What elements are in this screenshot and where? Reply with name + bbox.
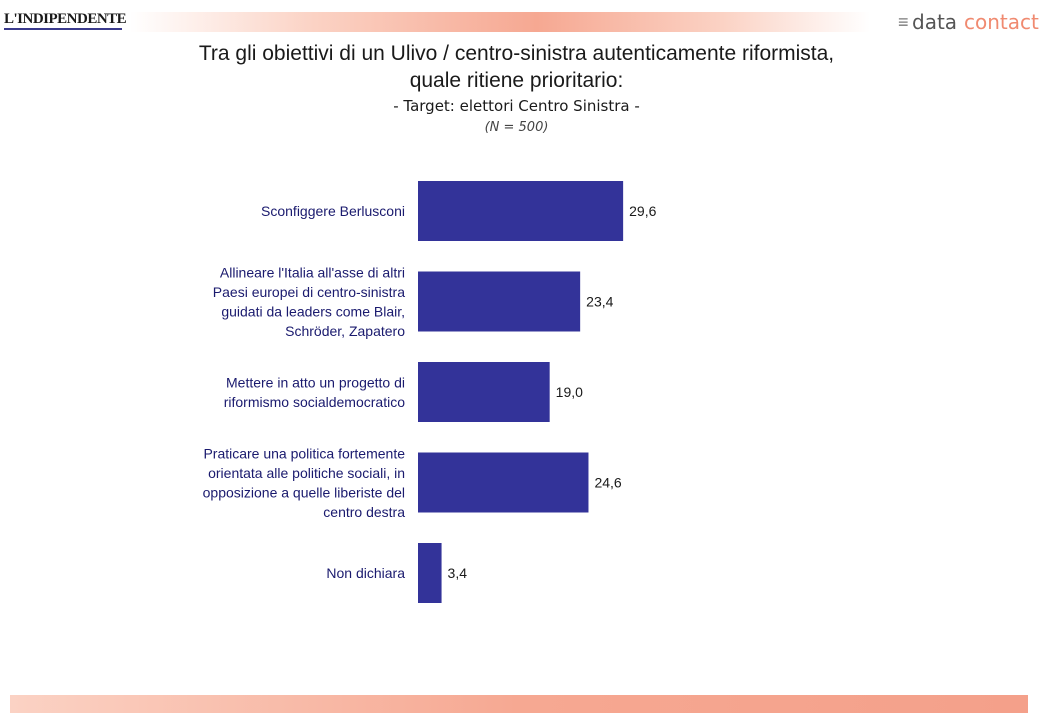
logo-underline [4, 28, 122, 30]
datacontact-logo-mark: ≡ [898, 12, 909, 32]
chart-title: Tra gli obiettivi di un Ulivo / centro-s… [100, 40, 933, 94]
datacontact-logo-data: data [912, 10, 958, 34]
bar-3 [418, 362, 550, 422]
indipendente-logo: L'INDIPENDENTE [4, 10, 127, 34]
indipendente-logo-text: L'INDIPENDENTE [4, 11, 127, 27]
category-label-2-line-3: guidati da leaders come Blair, [221, 303, 405, 319]
category-label-2-line-4: Schröder, Zapatero [285, 323, 405, 339]
category-label-4-line-3: opposizione a quelle liberiste del [203, 484, 405, 500]
category-label-4-line-1: Praticare una politica fortemente [203, 445, 405, 461]
category-label-2-line-2: Paesi europei di centro-sinistra [213, 284, 405, 300]
bottom-decorative-band [10, 695, 1028, 713]
category-label-5-line-1: Non dichiara [326, 565, 405, 581]
datacontact-logo-contact: contact [964, 10, 1039, 34]
bar-value-label-5: 3,4 [448, 565, 468, 581]
category-label-4-line-4: centro destra [323, 504, 405, 520]
chart-title-line-2: quale ritiene prioritario: [409, 69, 624, 92]
category-label-2-line-1: Allineare l'Italia all'asse di altri [220, 264, 405, 280]
bar-5 [418, 543, 442, 603]
bar-value-label-4: 24,6 [594, 475, 621, 491]
bar-2 [418, 271, 581, 332]
category-label-3-line-2: riformismo socialdemocratico [224, 394, 405, 410]
bar-4 [418, 452, 589, 513]
bar-value-label-1: 29,6 [629, 203, 656, 219]
sample-size-note: (N = 500) [484, 120, 549, 135]
datacontact-logo: ≡ data contact [898, 8, 1039, 34]
category-label-4-line-2: orientata alle politiche sociali, in [208, 465, 405, 481]
chart-subtitle: - Target: elettori Centro Sinistra - [393, 97, 640, 115]
category-label-1-line-1: Sconfiggere Berlusconi [261, 203, 405, 219]
category-label-3-line-1: Mettere in atto un progetto di [226, 374, 405, 390]
bar-value-label-3: 19,0 [556, 384, 583, 400]
bar-1 [418, 181, 624, 241]
chart-title-line-1: Tra gli obiettivi di un Ulivo / centro-s… [198, 42, 835, 65]
top-decorative-band [130, 12, 870, 32]
bar-value-label-2: 23,4 [586, 294, 613, 310]
